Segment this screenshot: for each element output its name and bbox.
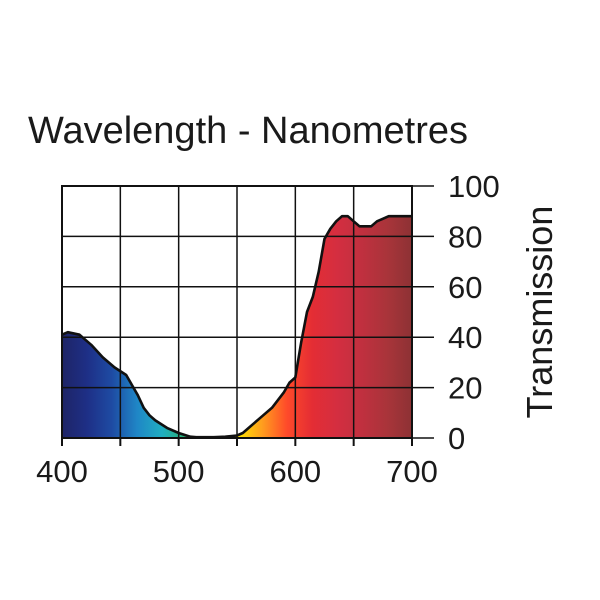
x-tick-label: 700 [386,454,438,489]
y-tick-label: 0 [448,421,465,456]
y-tick-label: 40 [448,320,482,355]
transmission-line [61,214,412,439]
x-tick-label: 500 [153,454,205,489]
x-tick-label: 400 [36,454,88,489]
y-axis-label: Transmission [519,206,560,419]
y-tick-label: 80 [448,219,482,254]
y-tick-label: 60 [448,270,482,305]
transmission-area [62,216,412,438]
y-tick-label: 20 [448,371,482,406]
chart-title: Wavelength - Nanometres [28,110,468,152]
y-tick-label: 100 [448,169,500,204]
x-tick-label: 600 [269,454,321,489]
